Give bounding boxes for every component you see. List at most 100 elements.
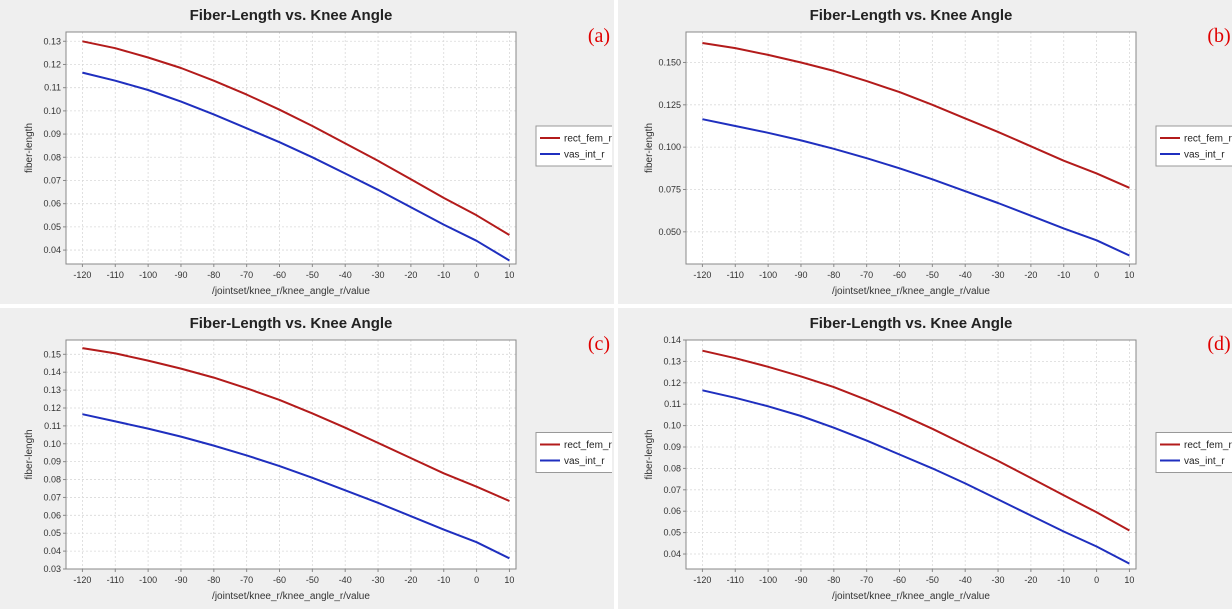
x-tick-label: -20 [1024, 575, 1037, 585]
y-tick-label: 0.05 [43, 222, 61, 232]
series-line-vas-int-r [82, 71, 510, 262]
panel-tag: (b) [1207, 25, 1230, 47]
y-tick-label: 0.10 [663, 421, 681, 431]
x-tick-label: -30 [372, 270, 385, 280]
y-axis-label: fiber-length [644, 123, 655, 173]
x-tick-label: -120 [693, 575, 711, 585]
x-tick-label: -120 [693, 270, 711, 280]
x-tick-label: -100 [759, 575, 777, 585]
x-tick-label: -70 [240, 575, 253, 585]
y-tick-label: 0.150 [658, 57, 681, 67]
x-tick-label: -90 [174, 270, 187, 280]
x-tick-label: -60 [893, 270, 906, 280]
y-tick-label: 0.12 [43, 403, 61, 413]
y-tick-label: 0.075 [658, 184, 681, 194]
x-tick-label: -10 [1057, 575, 1070, 585]
plot-border [65, 31, 517, 265]
y-tick-label: 0.13 [663, 356, 681, 366]
series-line-vas-int-r [82, 413, 510, 560]
x-tick-label: -10 [1057, 270, 1070, 280]
x-tick-label: -80 [827, 270, 840, 280]
x-tick-label: -110 [727, 270, 744, 280]
y-tick-label: 0.13 [43, 36, 61, 46]
legend-box [1155, 125, 1232, 167]
x-tick-label: -110 [107, 575, 124, 585]
chart-panel-a: -120 -110 -100 -90 -80 -70 -60 -50 -40 -30 -20 -10 0… [0, 0, 612, 304]
chart-title: Fiber-Length vs. Knee Angle [190, 7, 393, 24]
y-tick-label: 0.050 [658, 227, 681, 237]
legend-label: rect_fem_r [564, 134, 612, 145]
panel-tag: (a) [588, 25, 610, 47]
legend-label: rect_fem_r [1184, 440, 1232, 451]
legend-box [1155, 432, 1232, 473]
x-tick-label: -10 [437, 575, 450, 585]
y-tick-label: 0.05 [43, 528, 61, 538]
y-tick-label: 0.08 [43, 475, 61, 485]
y-tick-label: 0.10 [43, 439, 61, 449]
y-axis-label: fiber-length [24, 429, 35, 479]
y-tick-label: 0.08 [663, 463, 681, 473]
y-tick-label: 0.11 [664, 399, 681, 409]
x-tick-label: -60 [273, 575, 286, 585]
x-tick-label: -20 [404, 270, 417, 280]
y-tick-label: 0.15 [43, 349, 61, 359]
x-tick-label: -60 [273, 270, 286, 280]
x-tick-label: 0 [474, 575, 479, 585]
legend-label: vas_int_r [1184, 150, 1225, 161]
x-tick-label: -90 [794, 575, 807, 585]
legend-label: vas_int_r [564, 456, 605, 467]
y-tick-label: 0.09 [43, 129, 61, 139]
x-tick-label: -40 [339, 575, 352, 585]
series-line-rect-fem-r [82, 40, 510, 236]
x-tick-label: -120 [73, 575, 91, 585]
chart-svg: -120 -110 -100 -90 -80 -70 -60 -50 -40 -30 -20 -10 0… [644, 7, 1232, 297]
y-tick-label: 0.04 [663, 549, 681, 559]
chart-panel-b: -120 -110 -100 -90 -80 -70 -60 -50 -40 -30 -20 -10 0… [620, 0, 1232, 304]
x-tick-label: 0 [474, 270, 479, 280]
x-tick-label: -60 [893, 575, 906, 585]
chart-title: Fiber-Length vs. Knee Angle [190, 315, 393, 332]
y-tick-label: 0.09 [663, 442, 681, 452]
x-tick-label: -20 [404, 575, 417, 585]
y-tick-label: 0.08 [43, 152, 61, 162]
y-tick-label: 0.07 [43, 492, 61, 502]
x-tick-label: -40 [339, 270, 352, 280]
y-tick-label: 0.04 [43, 546, 61, 556]
chart-panel-d: -120 -110 -100 -90 -80 -70 -60 -50 -40 -30 -20 -10 0… [620, 308, 1232, 609]
x-tick-label: -10 [437, 270, 450, 280]
x-tick-label: -30 [992, 575, 1005, 585]
series-line-vas-int-r [702, 118, 1130, 257]
x-tick-label: 0 [1094, 575, 1099, 585]
legend-label: vas_int_r [564, 150, 605, 161]
x-tick-label: -40 [959, 575, 972, 585]
panel-tag: (c) [588, 333, 610, 355]
x-axis-label: /jointset/knee_r/knee_angle_r/value [832, 591, 990, 602]
series-line-rect-fem-r [702, 42, 1130, 189]
y-tick-label: 0.03 [43, 564, 61, 574]
x-tick-label: -30 [372, 575, 385, 585]
y-tick-label: 0.06 [43, 510, 61, 520]
y-tick-label: 0.06 [43, 199, 61, 209]
x-tick-label: -50 [306, 270, 319, 280]
y-tick-label: 0.07 [43, 175, 61, 185]
x-tick-label: -100 [139, 270, 157, 280]
x-tick-label: -30 [992, 270, 1005, 280]
x-tick-label: -50 [306, 575, 319, 585]
y-tick-label: 0.11 [44, 83, 61, 93]
x-tick-label: -100 [139, 575, 157, 585]
x-tick-label: -70 [860, 575, 873, 585]
y-tick-label: 0.09 [43, 457, 61, 467]
x-tick-label: -50 [926, 270, 939, 280]
panel-tag: (d) [1207, 333, 1230, 355]
x-tick-label: -120 [73, 270, 91, 280]
plot-area [66, 340, 516, 569]
plot-area [686, 32, 1136, 264]
plot-border [685, 31, 1137, 265]
x-tick-label: -80 [207, 270, 220, 280]
x-tick-label: -90 [174, 575, 187, 585]
chart-svg: -120 -110 -100 -90 -80 -70 -60 -50 -40 -30 -20 -10 0… [24, 7, 612, 297]
y-tick-label: 0.13 [43, 385, 61, 395]
x-tick-label: -50 [926, 575, 939, 585]
x-axis-label: /jointset/knee_r/knee_angle_r/value [212, 286, 370, 297]
x-tick-label: 0 [1094, 270, 1099, 280]
